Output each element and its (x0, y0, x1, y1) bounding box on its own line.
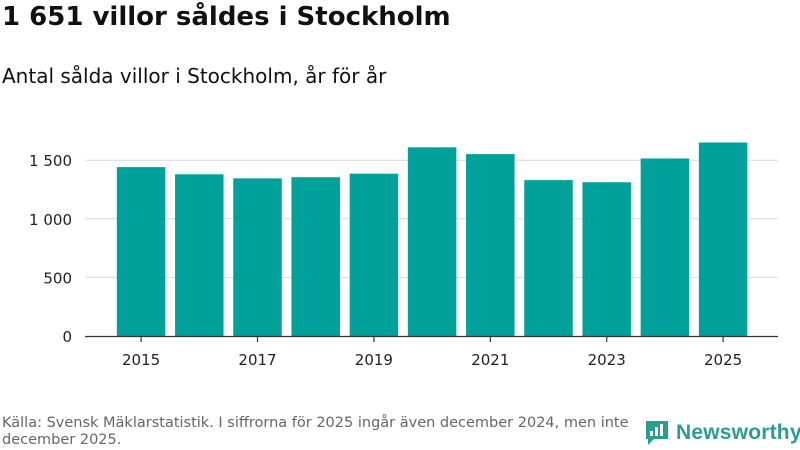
bar-chart: 0 500 1 000 1 500 2015 2017 2019 2021 2023 2025 (29, 142, 778, 369)
y-tick-label: 500 (43, 269, 72, 287)
chart-title: 1 651 villor såldes i Stockholm (2, 2, 451, 32)
bar-2020 (407, 147, 457, 336)
x-tick-label: 2015 (122, 351, 160, 369)
y-tick-label: 0 (62, 328, 72, 346)
x-tick-label: 2025 (704, 351, 742, 369)
bar-2015 (116, 167, 166, 336)
y-axis-ticks: 0 500 1 000 1 500 (29, 152, 72, 346)
bar-2024 (640, 158, 690, 336)
source-note: Källa: Svensk Mäklarstatistik. I siffror… (2, 415, 629, 448)
bar-2021 (466, 154, 515, 336)
x-tick-label: 2023 (588, 351, 626, 369)
bar-2019 (349, 173, 399, 336)
bar-2023 (582, 182, 631, 336)
bar-2022 (524, 180, 573, 336)
brand-name: Newsworthy (676, 421, 800, 444)
y-tick-label: 1 000 (29, 211, 72, 229)
x-tick-label: 2019 (355, 351, 393, 369)
bar-2025 (698, 142, 748, 336)
x-tick-label: 2017 (238, 351, 276, 369)
y-tick-label: 1 500 (29, 152, 72, 170)
x-axis-ticks: 2015 2017 2019 2021 2023 2025 (85, 335, 778, 369)
bar-2016 (175, 174, 224, 336)
newsworthy-logo-icon (646, 421, 668, 445)
bars (116, 142, 748, 336)
brand-logo: Newsworthy (644, 419, 800, 447)
chart-subtitle: Antal sålda villor i Stockholm, år för å… (2, 64, 387, 88)
x-tick-label: 2021 (471, 351, 509, 369)
bar-2018 (291, 177, 340, 336)
bar-2017 (233, 178, 282, 336)
